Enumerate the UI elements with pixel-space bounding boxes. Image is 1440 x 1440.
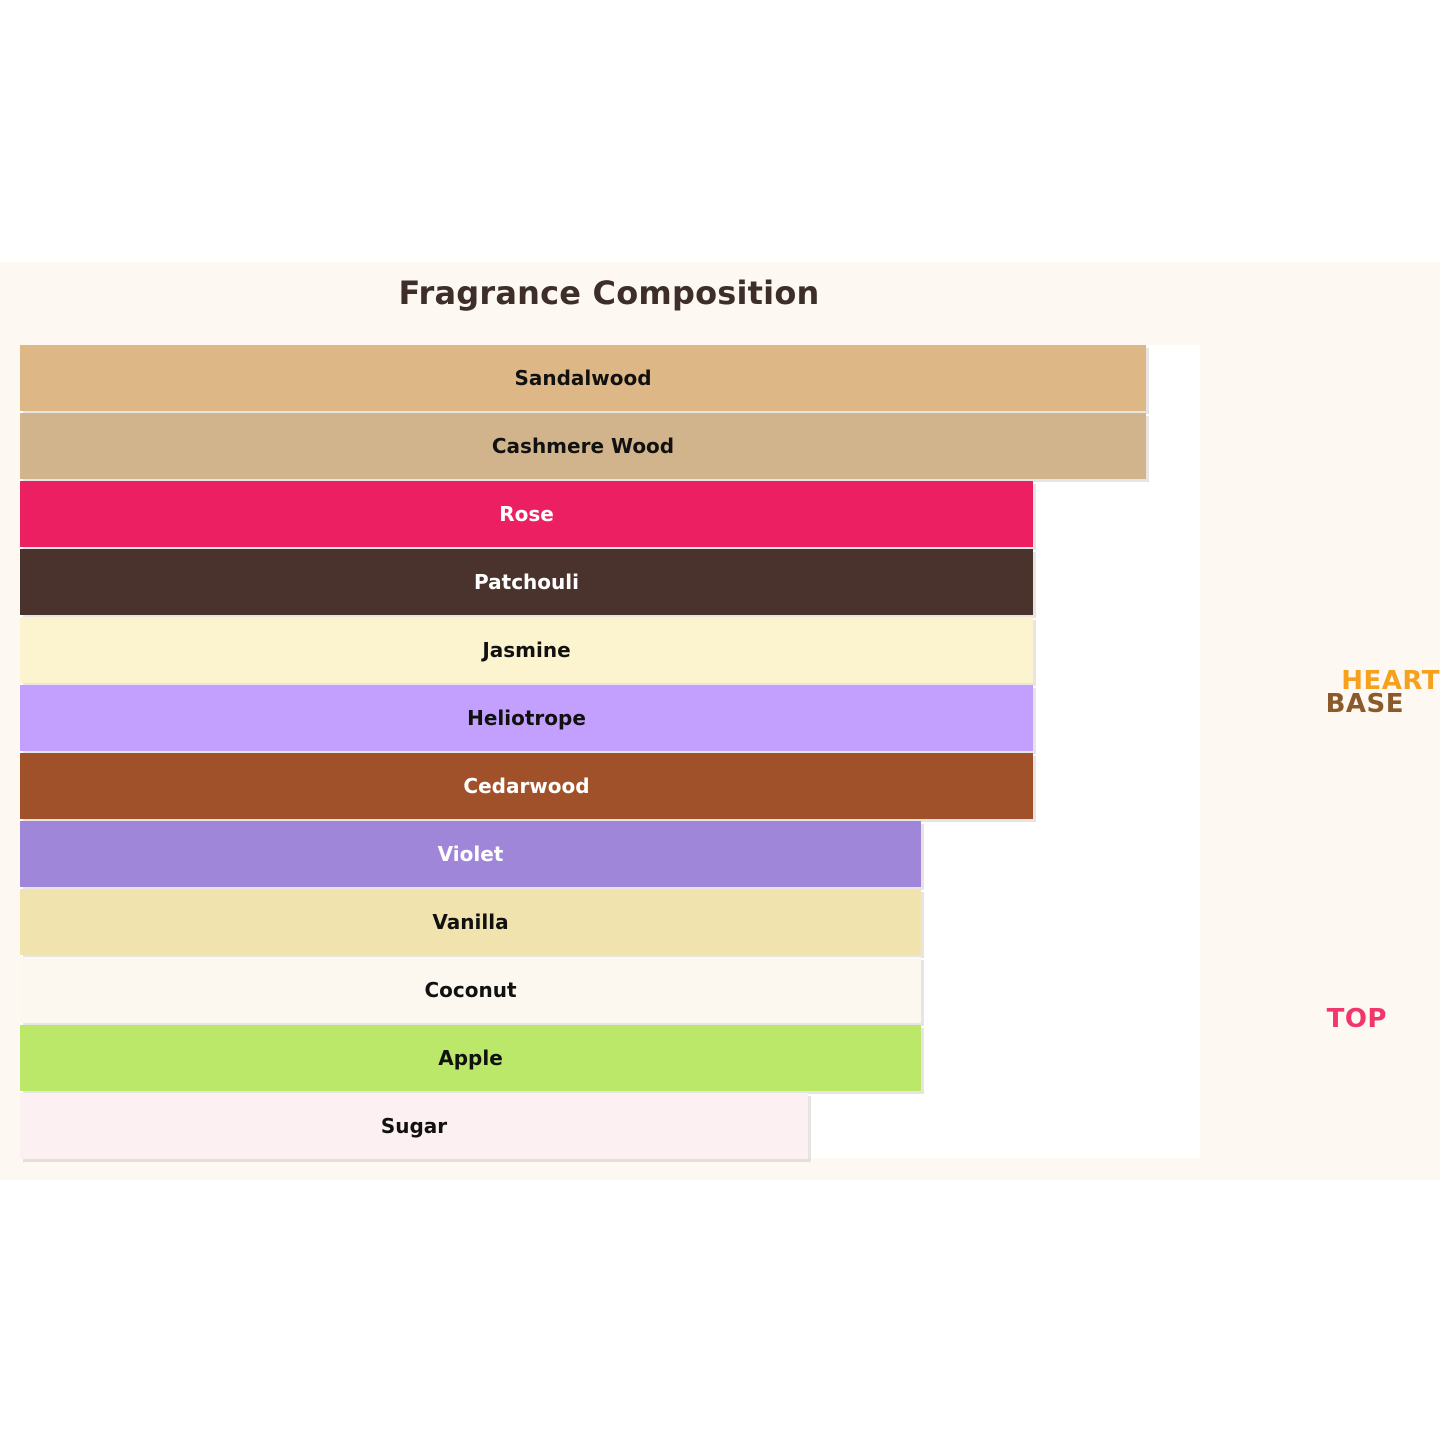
bar-label: Violet [437, 842, 504, 866]
bar-vanilla[interactable]: Vanilla [20, 889, 921, 955]
bar-cashmere-wood[interactable]: Cashmere Wood [20, 413, 1146, 479]
bar-sandalwood[interactable]: Sandalwood [20, 345, 1146, 411]
bar-label: Heliotrope [467, 706, 586, 730]
bar-label: Cedarwood [463, 774, 590, 798]
bar-coconut[interactable]: Coconut [20, 957, 921, 1023]
bar-patchouli[interactable]: Patchouli [20, 549, 1033, 615]
bar-cedarwood[interactable]: Cedarwood [20, 753, 1033, 819]
bar-violet[interactable]: Violet [20, 821, 921, 887]
bar-apple[interactable]: Apple [20, 1025, 921, 1091]
bar-rose[interactable]: Rose [20, 481, 1033, 547]
bar-jasmine[interactable]: Jasmine [20, 617, 1033, 683]
bar-label: Rose [499, 502, 554, 526]
bar-heliotrope[interactable]: Heliotrope [20, 685, 1033, 751]
bar-label: Vanilla [432, 910, 509, 934]
bar-sugar[interactable]: Sugar [20, 1093, 808, 1159]
page-title: Fragrance Composition [398, 274, 820, 312]
stage-label-heart: HEART [1341, 666, 1440, 696]
bar-label: Jasmine [482, 638, 571, 662]
bar-label: Sandalwood [514, 366, 652, 390]
bar-label: Coconut [424, 978, 517, 1002]
stage-label-base: BASE [1325, 689, 1404, 719]
stage-label-top: TOP [1326, 1004, 1387, 1034]
bar-label: Patchouli [474, 570, 579, 594]
bar-label: Apple [438, 1046, 503, 1070]
bar-label: Sugar [380, 1114, 448, 1138]
bar-label: Cashmere Wood [491, 434, 675, 458]
